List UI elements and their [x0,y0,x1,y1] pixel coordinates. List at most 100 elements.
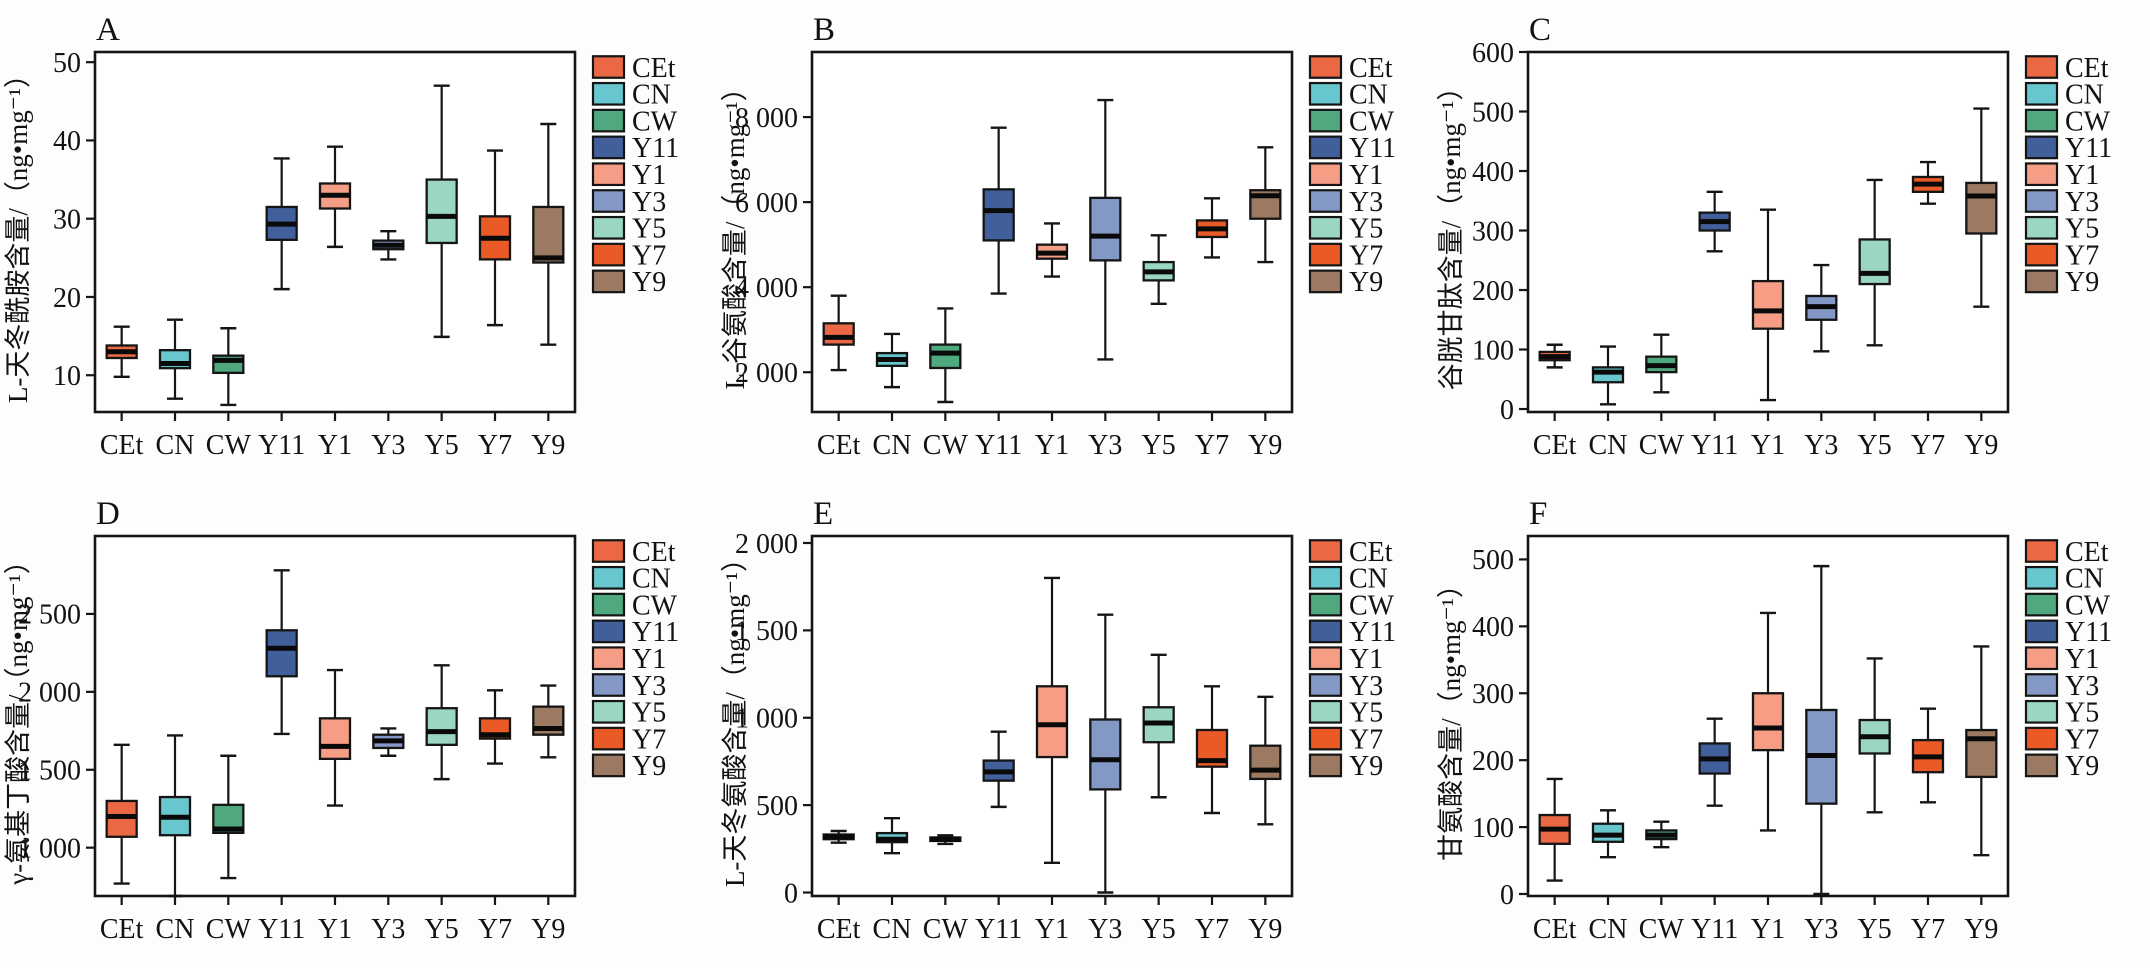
legend-item-Y5: Y5 [1308,698,1383,729]
x-tick-label: Y7 [1911,914,1945,945]
legend-swatch-Y3 [2025,189,2059,213]
legend-swatch-Y11 [591,135,626,160]
legend-label: Y9 [2065,751,2099,782]
legend-swatch-CW [2025,108,2059,133]
x-tick-label: Y1 [1751,914,1785,945]
box-Y5 [1142,234,1175,305]
legend-item-Y11: Y11 [1308,133,1396,164]
legend-item-Y1: Y1 [1308,644,1383,675]
box-Y11 [265,157,298,291]
legend-label: Y7 [2065,724,2099,755]
box-CEt [105,743,138,885]
legend-swatch-Y7 [1308,726,1342,751]
legend-swatch-Y1 [2025,646,2059,671]
x-tick-label: Y3 [1805,914,1839,945]
legend-label: Y1 [2065,644,2099,675]
box-CW [928,834,962,846]
panel-e: E L-天冬氨酸含量/（ng•mg⁻¹） 0 500 1 000 1 500 2 000 CE… [716,484,1434,968]
box-Y9 [532,684,565,759]
y-tick-label: 8 000 [735,103,798,134]
x-axis: CEt CN CW Y11 Y1 Y3 Y5 Y7 Y9 [100,895,565,945]
legend-swatch-Y1 [2025,162,2059,187]
legend-label: Y11 [2065,133,2112,164]
box-CW [212,754,245,880]
y-tick-label: 100 [1472,335,1514,366]
box-Y3 [1088,98,1122,361]
legend-swatch-Y11 [2025,619,2059,644]
legend-swatch-Y9 [2025,753,2059,778]
x-tick-label: CW [206,914,252,945]
y-axis-title: L-谷氨酸含量/（ng•mg⁻¹） [720,74,750,389]
y-tick-label: 300 [1472,216,1514,247]
legend-swatch-Y5 [591,699,626,724]
legend-swatch-CEt [2025,55,2059,79]
y-tick-label: 200 [1472,746,1514,777]
box-Y1 [1752,611,1785,832]
x-tick-label: Y3 [371,914,405,945]
y-axis: 0 500 1 000 1 500 2 000 [735,529,812,909]
legend-swatch-Y5 [1308,215,1342,240]
legend-label: Y5 [2065,214,2099,245]
legend-label: Y9 [1349,267,1383,298]
legend-label: CEt [1349,53,1393,84]
y-tick-label: 2 000 [18,678,81,709]
iqr-box [532,205,565,264]
legend-label: Y1 [2065,160,2099,191]
x-tick-label: CEt [100,430,144,461]
legend-label: CW [1349,590,1395,621]
panel-letter: A [96,12,120,48]
legend-item-Y11: Y11 [2025,133,2112,164]
x-tick-label: Y3 [1088,430,1122,461]
legend-swatch-Y5 [1308,699,1342,724]
y-tick-label: 200 [1472,276,1514,307]
x-tick-label: CEt [817,430,861,461]
x-axis: CEt CN CW Y11 Y1 Y3 Y5 Y7 Y9 [100,411,565,461]
legend-item-Y5: Y5 [2025,214,2100,245]
legend-label: Y11 [1349,133,1396,164]
legend-swatch-Y7 [2025,242,2059,267]
legend-swatch-CN [2025,565,2059,590]
y-tick-label: 10 [53,361,81,392]
legend-item-Y5: Y5 [1308,214,1383,245]
x-axis: CEt CN CW Y11 Y1 Y3 Y5 Y7 Y9 [1533,411,1999,461]
iqr-box [1088,196,1122,262]
y-tick-label: 500 [1472,545,1514,576]
panel-f: F 甘氨酸含量/（ng•mg⁻¹） 0 100 200 300 400 500 CEt CN CW Y… [1433,484,2150,968]
x-tick-label: Y3 [1088,914,1122,945]
iqr-box [1965,728,1998,779]
box-Y7 [1195,685,1228,815]
x-tick-label: CW [922,430,968,461]
x-tick-label: Y9 [531,430,565,461]
legend-swatch-Y5 [591,215,626,240]
box-Y3 [1805,263,1838,353]
legend-swatch-Y3 [2025,673,2059,697]
legend-item-Y3: Y3 [1308,671,1383,702]
legend-item-Y9: Y9 [1308,267,1383,298]
x-tick-label: CN [1589,914,1628,945]
legend-label: Y3 [2065,187,2099,218]
box-CEt [1538,777,1572,882]
y-tick-label: 20 [53,283,81,314]
x-tick-label: CN [872,430,911,461]
legend-label: Y7 [1349,240,1383,271]
x-tick-label: Y1 [318,914,352,945]
legend-item-Y7: Y7 [591,724,666,755]
x-tick-label: Y11 [1691,914,1738,945]
box-Y11 [982,126,1015,295]
box-Y11 [1698,190,1732,253]
x-tick-label: Y7 [478,430,512,461]
y-axis-title: 谷胱甘肽含量/（ng•mg⁻¹） [1436,74,1466,391]
panel-b: B L-谷氨酸含量/（ng•mg⁻¹） 2 000 4 000 6 000 8 000 CE… [716,0,1434,484]
x-axis: CEt CN CW Y11 Y1 Y3 Y5 Y7 Y9 [817,895,1282,945]
legend-item-CEt: CEt [2025,537,2109,568]
x-axis: CEt CN CW Y11 Y1 Y3 Y5 Y7 Y9 [817,411,1282,461]
y-axis: 2 000 4 000 6 000 8 000 [735,103,812,389]
box-Y9 [1965,107,1998,308]
legend-label: Y7 [632,724,666,755]
legend-label: Y7 [1349,724,1383,755]
y-tick-label: 400 [1472,612,1514,643]
